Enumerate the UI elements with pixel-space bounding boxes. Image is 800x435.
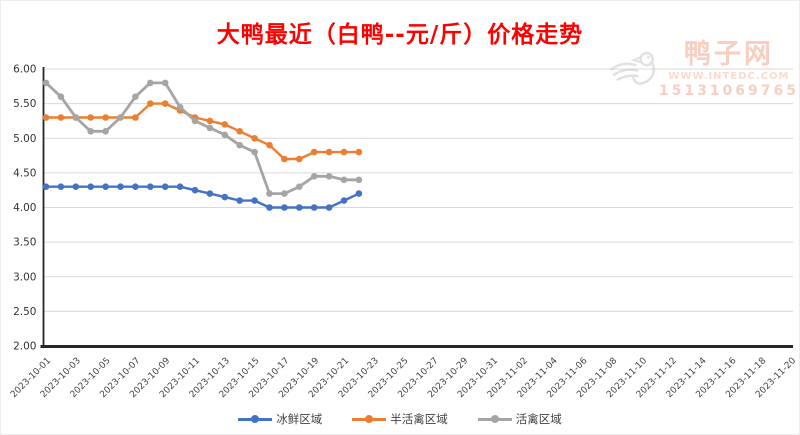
series-冰鲜区域 (42, 183, 363, 211)
chart-legend: 冰鲜区域 半活禽区域 活禽区域 (1, 411, 799, 427)
svg-text:5.00: 5.00 (13, 133, 36, 145)
legend-marker-orange-icon (352, 417, 387, 421)
x-axis-labels: 2023-10-012023-10-032023-10-052023-10-07… (9, 356, 798, 400)
svg-text:2.50: 2.50 (13, 306, 36, 318)
chart-title: 大鸭最近（白鸭--元/斤）价格走势 (216, 22, 584, 48)
legend-label-live: 活禽区域 (515, 412, 562, 426)
svg-text:4.50: 4.50 (13, 167, 36, 179)
svg-text:6.00: 6.00 (13, 64, 36, 76)
y-axis-labels: 6.00 5.50 5.00 4.50 4.00 3.50 3.00 2.50 2.00 (13, 64, 36, 353)
legend-item-chilled-region: 冰鲜区域 (238, 411, 322, 427)
svg-text:3.50: 3.50 (13, 237, 36, 249)
series-半活禽区域 (42, 100, 363, 163)
svg-text:3.00: 3.00 (13, 271, 36, 283)
legend-item-semi-live-region: 半活禽区域 (352, 411, 448, 427)
legend-marker-gray-icon (477, 417, 512, 421)
svg-text:4.00: 4.00 (13, 202, 36, 214)
svg-text:5.50: 5.50 (13, 98, 36, 110)
legend-label-chilled: 冰鲜区域 (276, 412, 323, 426)
legend-item-live-region: 活禽区域 (477, 411, 562, 427)
svg-text:2.00: 2.00 (13, 341, 36, 353)
gridlines (43, 68, 793, 347)
price-line-chart: 6.00 5.50 5.00 4.50 4.00 3.50 3.00 2.50 2.00 2023… (9, 64, 798, 401)
legend-label-semi-live: 半活禽区域 (390, 412, 448, 426)
legend-marker-blue-icon (238, 417, 273, 421)
series-活禽区域 (42, 79, 363, 197)
